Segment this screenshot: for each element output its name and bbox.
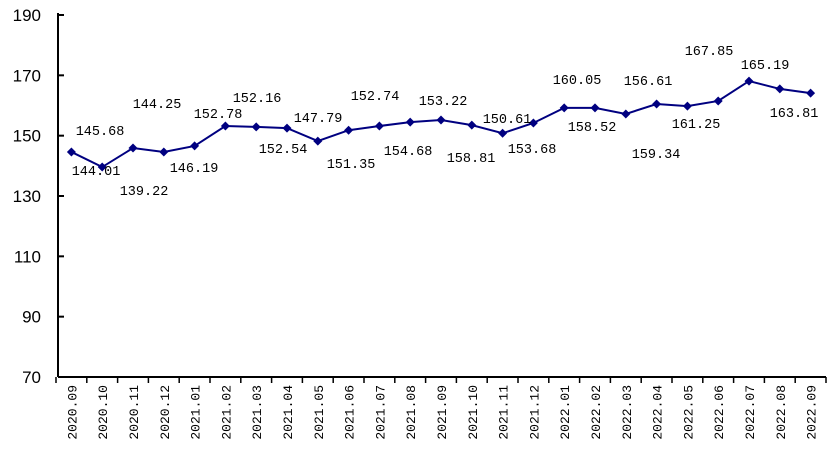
data-label: 153.68: [508, 143, 557, 158]
data-label: 165.19: [741, 59, 790, 74]
data-label: 158.81: [447, 152, 496, 167]
data-label: 152.78: [194, 108, 243, 123]
data-point: [590, 103, 600, 113]
data-label: 146.19: [170, 162, 219, 177]
data-point: [344, 125, 354, 135]
x-tick-label: 2021.12: [527, 385, 542, 440]
y-tick-label: 70: [22, 368, 41, 387]
data-point: [744, 76, 754, 86]
data-point: [190, 141, 200, 151]
x-tick-label: 2021.06: [343, 385, 358, 440]
x-tick-label: 2022.01: [558, 385, 573, 440]
data-label: 152.16: [233, 92, 282, 107]
x-tick-label: 2020.09: [65, 385, 80, 440]
y-tick-label: 90: [22, 308, 41, 327]
x-tick-label: 2021.04: [281, 385, 296, 440]
data-label: 151.35: [327, 158, 376, 173]
data-label: 167.85: [685, 45, 734, 60]
y-tick-label: 110: [14, 247, 41, 266]
x-tick-label: 2020.12: [158, 385, 173, 440]
x-tick-label: 2022.09: [805, 385, 820, 440]
data-label: 163.81: [770, 107, 819, 122]
data-point: [436, 115, 446, 125]
data-point: [220, 121, 230, 131]
data-point: [528, 118, 538, 128]
data-point: [159, 147, 169, 157]
x-tick-label: 2022.04: [651, 385, 666, 440]
x-tick-label: 2021.09: [435, 385, 450, 440]
data-label: 158.52: [568, 121, 617, 136]
data-point: [467, 120, 477, 130]
x-tick-label: 2022.02: [589, 385, 604, 440]
data-point: [682, 101, 692, 111]
x-tick-label: 2022.05: [681, 385, 696, 440]
data-point: [128, 143, 138, 153]
x-tick-label: 2021.05: [312, 385, 327, 440]
y-tick-label: 130: [13, 187, 41, 206]
x-tick-label: 2020.10: [96, 385, 111, 440]
data-label: 154.68: [384, 145, 433, 160]
x-tick-label: 2022.03: [620, 385, 635, 440]
data-label: 161.25: [672, 118, 721, 133]
x-tick-label: 2021.10: [466, 385, 481, 440]
data-point: [251, 122, 261, 132]
data-point: [374, 121, 384, 131]
x-tick-label: 2020.11: [127, 385, 142, 440]
y-tick-label: 170: [13, 66, 41, 85]
x-tick-label: 2021.01: [189, 385, 204, 440]
data-point: [405, 117, 415, 127]
data-label: 156.61: [624, 75, 673, 90]
data-point: [775, 84, 785, 94]
x-tick-label: 2022.07: [743, 385, 758, 440]
x-tick-label: 2022.08: [774, 385, 789, 440]
data-point: [498, 128, 508, 138]
data-label: 147.79: [294, 112, 343, 127]
data-label: 152.74: [351, 90, 400, 105]
data-point: [282, 123, 292, 133]
x-tick-label: 2021.08: [404, 385, 419, 440]
x-tick-label: 2021.03: [250, 385, 265, 440]
data-point: [97, 162, 107, 172]
data-label: 150.61: [483, 113, 532, 128]
data-label: 139.22: [120, 185, 169, 200]
data-label: 144.25: [133, 98, 182, 113]
y-tick-label: 150: [13, 127, 41, 146]
data-point: [713, 96, 723, 106]
data-label: 159.34: [632, 148, 681, 163]
data-point: [66, 147, 76, 157]
data-point: [621, 109, 631, 119]
data-point: [313, 136, 323, 146]
data-label: 152.54: [259, 143, 308, 158]
data-label: 160.05: [553, 74, 602, 89]
x-tick-label: 2021.02: [219, 385, 234, 440]
data-point: [559, 103, 569, 113]
data-label: 145.68: [76, 125, 125, 140]
x-tick-label: 2022.06: [712, 385, 727, 440]
data-point: [652, 99, 662, 109]
x-tick-label: 2021.07: [373, 385, 388, 440]
data-point: [806, 88, 816, 98]
data-label: 144.01: [72, 165, 121, 180]
y-tick-label: 190: [13, 6, 41, 25]
data-label: 153.22: [419, 95, 468, 110]
x-tick-label: 2021.11: [497, 385, 512, 440]
